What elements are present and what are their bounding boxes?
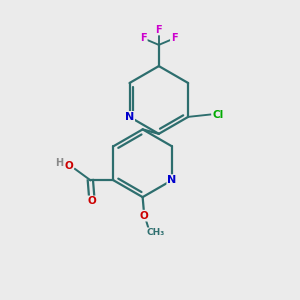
Text: F: F (171, 33, 178, 43)
Text: O: O (64, 161, 73, 171)
Text: N: N (125, 112, 134, 122)
Text: N: N (167, 175, 177, 185)
Text: H: H (55, 158, 63, 168)
Text: O: O (87, 196, 96, 206)
Text: Cl: Cl (213, 110, 224, 119)
Text: F: F (140, 33, 147, 43)
Text: F: F (155, 25, 162, 34)
Text: O: O (140, 211, 148, 221)
Text: CH₃: CH₃ (147, 228, 165, 237)
